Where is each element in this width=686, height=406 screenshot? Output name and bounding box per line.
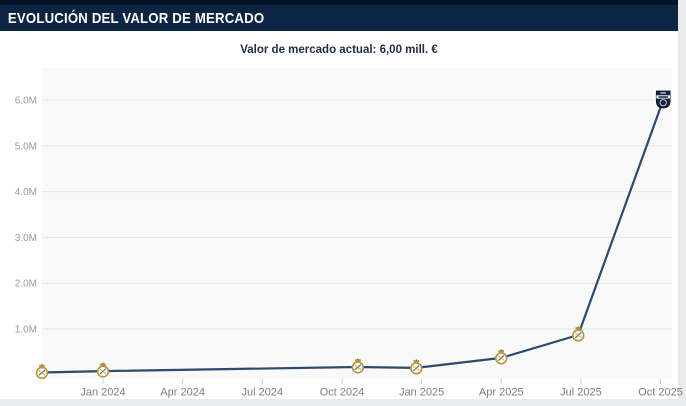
- y-axis-label: 2.0M: [15, 279, 37, 290]
- section-title: EVOLUCIÓN DEL VALOR DE MERCADO: [7, 9, 265, 27]
- y-axis-label: 4.0M: [15, 187, 37, 198]
- y-axis-label: 1.0M: [15, 325, 37, 336]
- dark-navy-club-crest[interactable]: [655, 90, 671, 109]
- x-axis-label: Oct 2024: [320, 387, 365, 399]
- y-axis-label: 5.0M: [15, 141, 37, 152]
- market-value-chart: 1.0M 2.0M 3.0M 4.0M 5.0M 6.0M Jan 2024 Apr 2024…: [15, 68, 683, 399]
- current-value-line: Valor de mercado actual: 6,00 mill. €: [0, 43, 678, 57]
- x-axis-label: Jul 2024: [242, 387, 284, 399]
- x-axis-label: Jul 2025: [560, 387, 602, 399]
- x-axis-label: Apr 2025: [479, 387, 524, 399]
- y-axis-label: 6.0M: [15, 96, 37, 107]
- section-header: EVOLUCIÓN DEL VALOR DE MERCADO: [0, 0, 678, 31]
- current-value-label: Valor de mercado actual:: [240, 44, 377, 56]
- x-axis-label: Jan 2025: [399, 387, 444, 399]
- x-axis-label: Apr 2024: [160, 387, 205, 399]
- x-axis-label: Oct 2025: [638, 387, 683, 399]
- current-value: 6,00 mill. €: [379, 44, 438, 56]
- x-axis-label: Jan 2024: [80, 387, 125, 399]
- plot-area: [42, 68, 672, 379]
- y-axis-label: 3.0M: [15, 233, 37, 244]
